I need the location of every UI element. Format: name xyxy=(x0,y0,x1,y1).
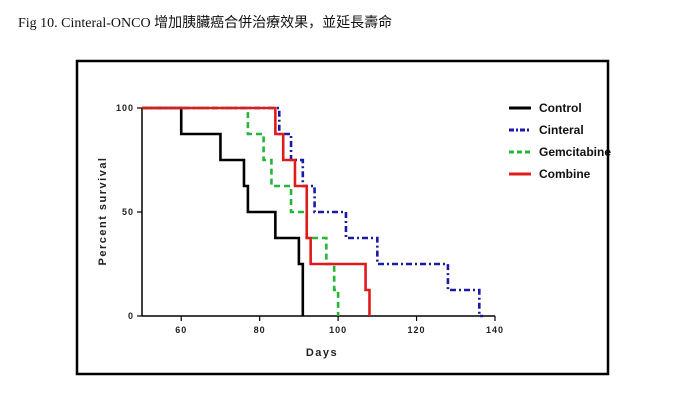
chart-legend: Control Cinteral Gemcitabine Combine xyxy=(509,101,611,181)
y-tick-label: 50 xyxy=(122,207,134,217)
legend-label-combine: Combine xyxy=(539,167,591,181)
y-axis-title: Percent survival xyxy=(97,157,109,266)
legend-label-cinteral: Cinteral xyxy=(539,123,584,137)
x-tick-label: 80 xyxy=(254,325,266,335)
series-line-cinteral xyxy=(142,106,484,318)
series-line-control xyxy=(142,106,305,316)
legend-label-control: Control xyxy=(539,101,582,115)
chart-frame xyxy=(75,59,610,376)
series-line-combine xyxy=(142,106,371,316)
chart-series xyxy=(142,106,484,318)
y-tick-label: 100 xyxy=(116,103,134,113)
figure-caption: Fig 10. Cinteral-ONCO 增加胰臟癌合併治療效果，並延長壽命 xyxy=(18,16,393,31)
x-tick-label: 60 xyxy=(175,325,187,335)
chart-axes: 0 50 100 60 80 100 120 140 xyxy=(116,103,504,335)
y-tick-label: 0 xyxy=(128,311,134,321)
series-line-gemcitabine xyxy=(142,106,340,316)
x-axis-title: Days xyxy=(306,347,338,359)
x-tick-label: 140 xyxy=(486,325,504,335)
legend-label-gemcitabine: Gemcitabine xyxy=(539,145,611,159)
x-tick-label: 120 xyxy=(408,325,426,335)
x-tick-label: 100 xyxy=(329,325,347,335)
